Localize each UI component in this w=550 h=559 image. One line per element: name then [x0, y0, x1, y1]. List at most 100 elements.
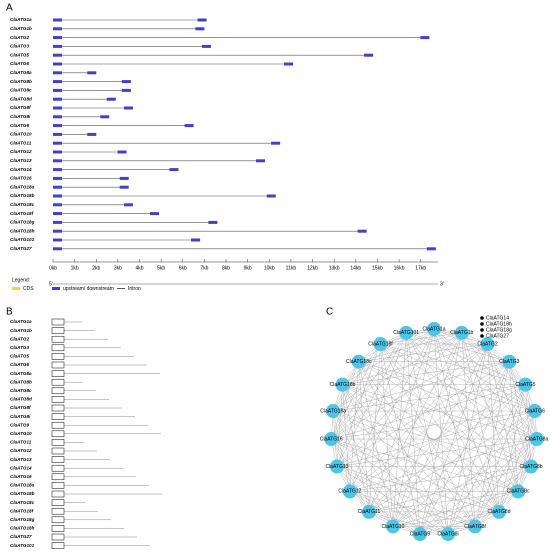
node: [527, 404, 542, 419]
utr: [53, 115, 62, 119]
node-label: ClaATG13: [325, 464, 348, 470]
edge: [380, 343, 519, 492]
gene-name: ClaATG16: [10, 474, 32, 479]
utr: [197, 18, 207, 22]
utr: [106, 97, 116, 101]
node: [326, 404, 341, 419]
edge: [406, 332, 421, 535]
edge: [392, 343, 488, 527]
domain-box: [51, 456, 65, 463]
gene-name: ClaATG27: [10, 534, 32, 539]
domain-box: [51, 507, 65, 515]
edge: [336, 410, 535, 467]
utr: [53, 229, 62, 233]
gene-name: ClaATG8a: [10, 70, 32, 75]
edge: [349, 466, 532, 492]
utr: [53, 185, 62, 189]
domain-box: [51, 430, 65, 438]
gene-name: ClaATG8f: [10, 405, 31, 410]
edge: [331, 438, 519, 492]
tick-label: 12kb: [307, 265, 318, 271]
gene-name: ClaATG10: [10, 132, 32, 137]
edge: [406, 332, 500, 512]
utr: [87, 71, 97, 75]
utr: [53, 247, 62, 251]
edge: [380, 343, 535, 412]
edge: [333, 361, 510, 412]
gene-name: ClaATG3: [10, 44, 30, 49]
node-label: ClaATG3: [499, 359, 519, 365]
domain-box: [51, 473, 65, 481]
node: [454, 325, 469, 340]
edge: [333, 410, 500, 513]
legend-label: ClaATG27: [486, 333, 509, 339]
node-label: ClaATG8c: [507, 489, 530, 495]
edge: [342, 384, 532, 467]
utr: [284, 62, 294, 66]
edge: [419, 332, 462, 535]
legend-dot: [480, 334, 484, 338]
node: [412, 527, 427, 542]
utr: [100, 115, 110, 119]
edge: [380, 343, 500, 512]
edge: [406, 332, 510, 362]
five-prime: 5': [49, 281, 53, 287]
gene-name: ClaATG8b: [10, 79, 32, 84]
panel-label: B: [6, 307, 13, 318]
edge: [332, 410, 394, 527]
edge: [358, 343, 488, 362]
node-label: ClaATG8b: [520, 464, 543, 470]
tick-label: 14kb: [350, 265, 361, 271]
utr: [119, 176, 129, 180]
gene-name: ClaATG18b: [10, 491, 35, 496]
edge: [331, 438, 370, 512]
domain-box: [51, 344, 65, 352]
gene-name: ClaATG9: [10, 422, 30, 427]
edge: [525, 384, 532, 467]
domain-box: [51, 421, 65, 429]
edge: [342, 343, 488, 385]
edge: [474, 410, 536, 527]
edge: [336, 332, 407, 467]
gene-name: ClaATG8a: [10, 371, 32, 376]
utr: [53, 88, 62, 92]
node-label: ClaATG8f: [464, 524, 486, 530]
edge: [509, 361, 519, 492]
gene-name: ClaATG101: [10, 237, 35, 242]
edge: [380, 343, 421, 535]
edge: [349, 361, 359, 492]
edge: [342, 384, 519, 492]
domain-box: [51, 439, 65, 446]
domain-box: [51, 447, 65, 455]
node: [335, 377, 350, 392]
gene-name: ClaATG18a: [10, 483, 35, 488]
utr: [53, 106, 62, 110]
utr: [53, 141, 62, 145]
utr: [53, 150, 62, 154]
gene-name: ClaATG8i: [10, 114, 31, 119]
edge: [447, 438, 537, 535]
utr: [53, 159, 62, 163]
edge: [392, 410, 535, 527]
edge: [336, 466, 476, 527]
node: [492, 504, 507, 519]
gene-name: ClaATG11: [10, 140, 32, 145]
node: [524, 459, 539, 474]
gene-name: ClaATG13: [10, 158, 32, 163]
node-label: ClaATG18c: [346, 359, 372, 365]
edge: [517, 411, 536, 492]
utr: [53, 27, 62, 31]
edge: [461, 332, 500, 512]
domain-box: [51, 525, 65, 532]
gene-name: ClaATG18f: [10, 211, 34, 216]
edge: [487, 343, 532, 467]
edge: [342, 384, 351, 492]
utr: [53, 18, 62, 22]
utr: [53, 124, 62, 128]
edge: [333, 410, 421, 535]
domain-box: [51, 499, 65, 506]
node-label: ClaATG6: [525, 408, 545, 414]
utr: [53, 203, 62, 207]
edge: [419, 466, 532, 535]
edge: [380, 343, 537, 440]
